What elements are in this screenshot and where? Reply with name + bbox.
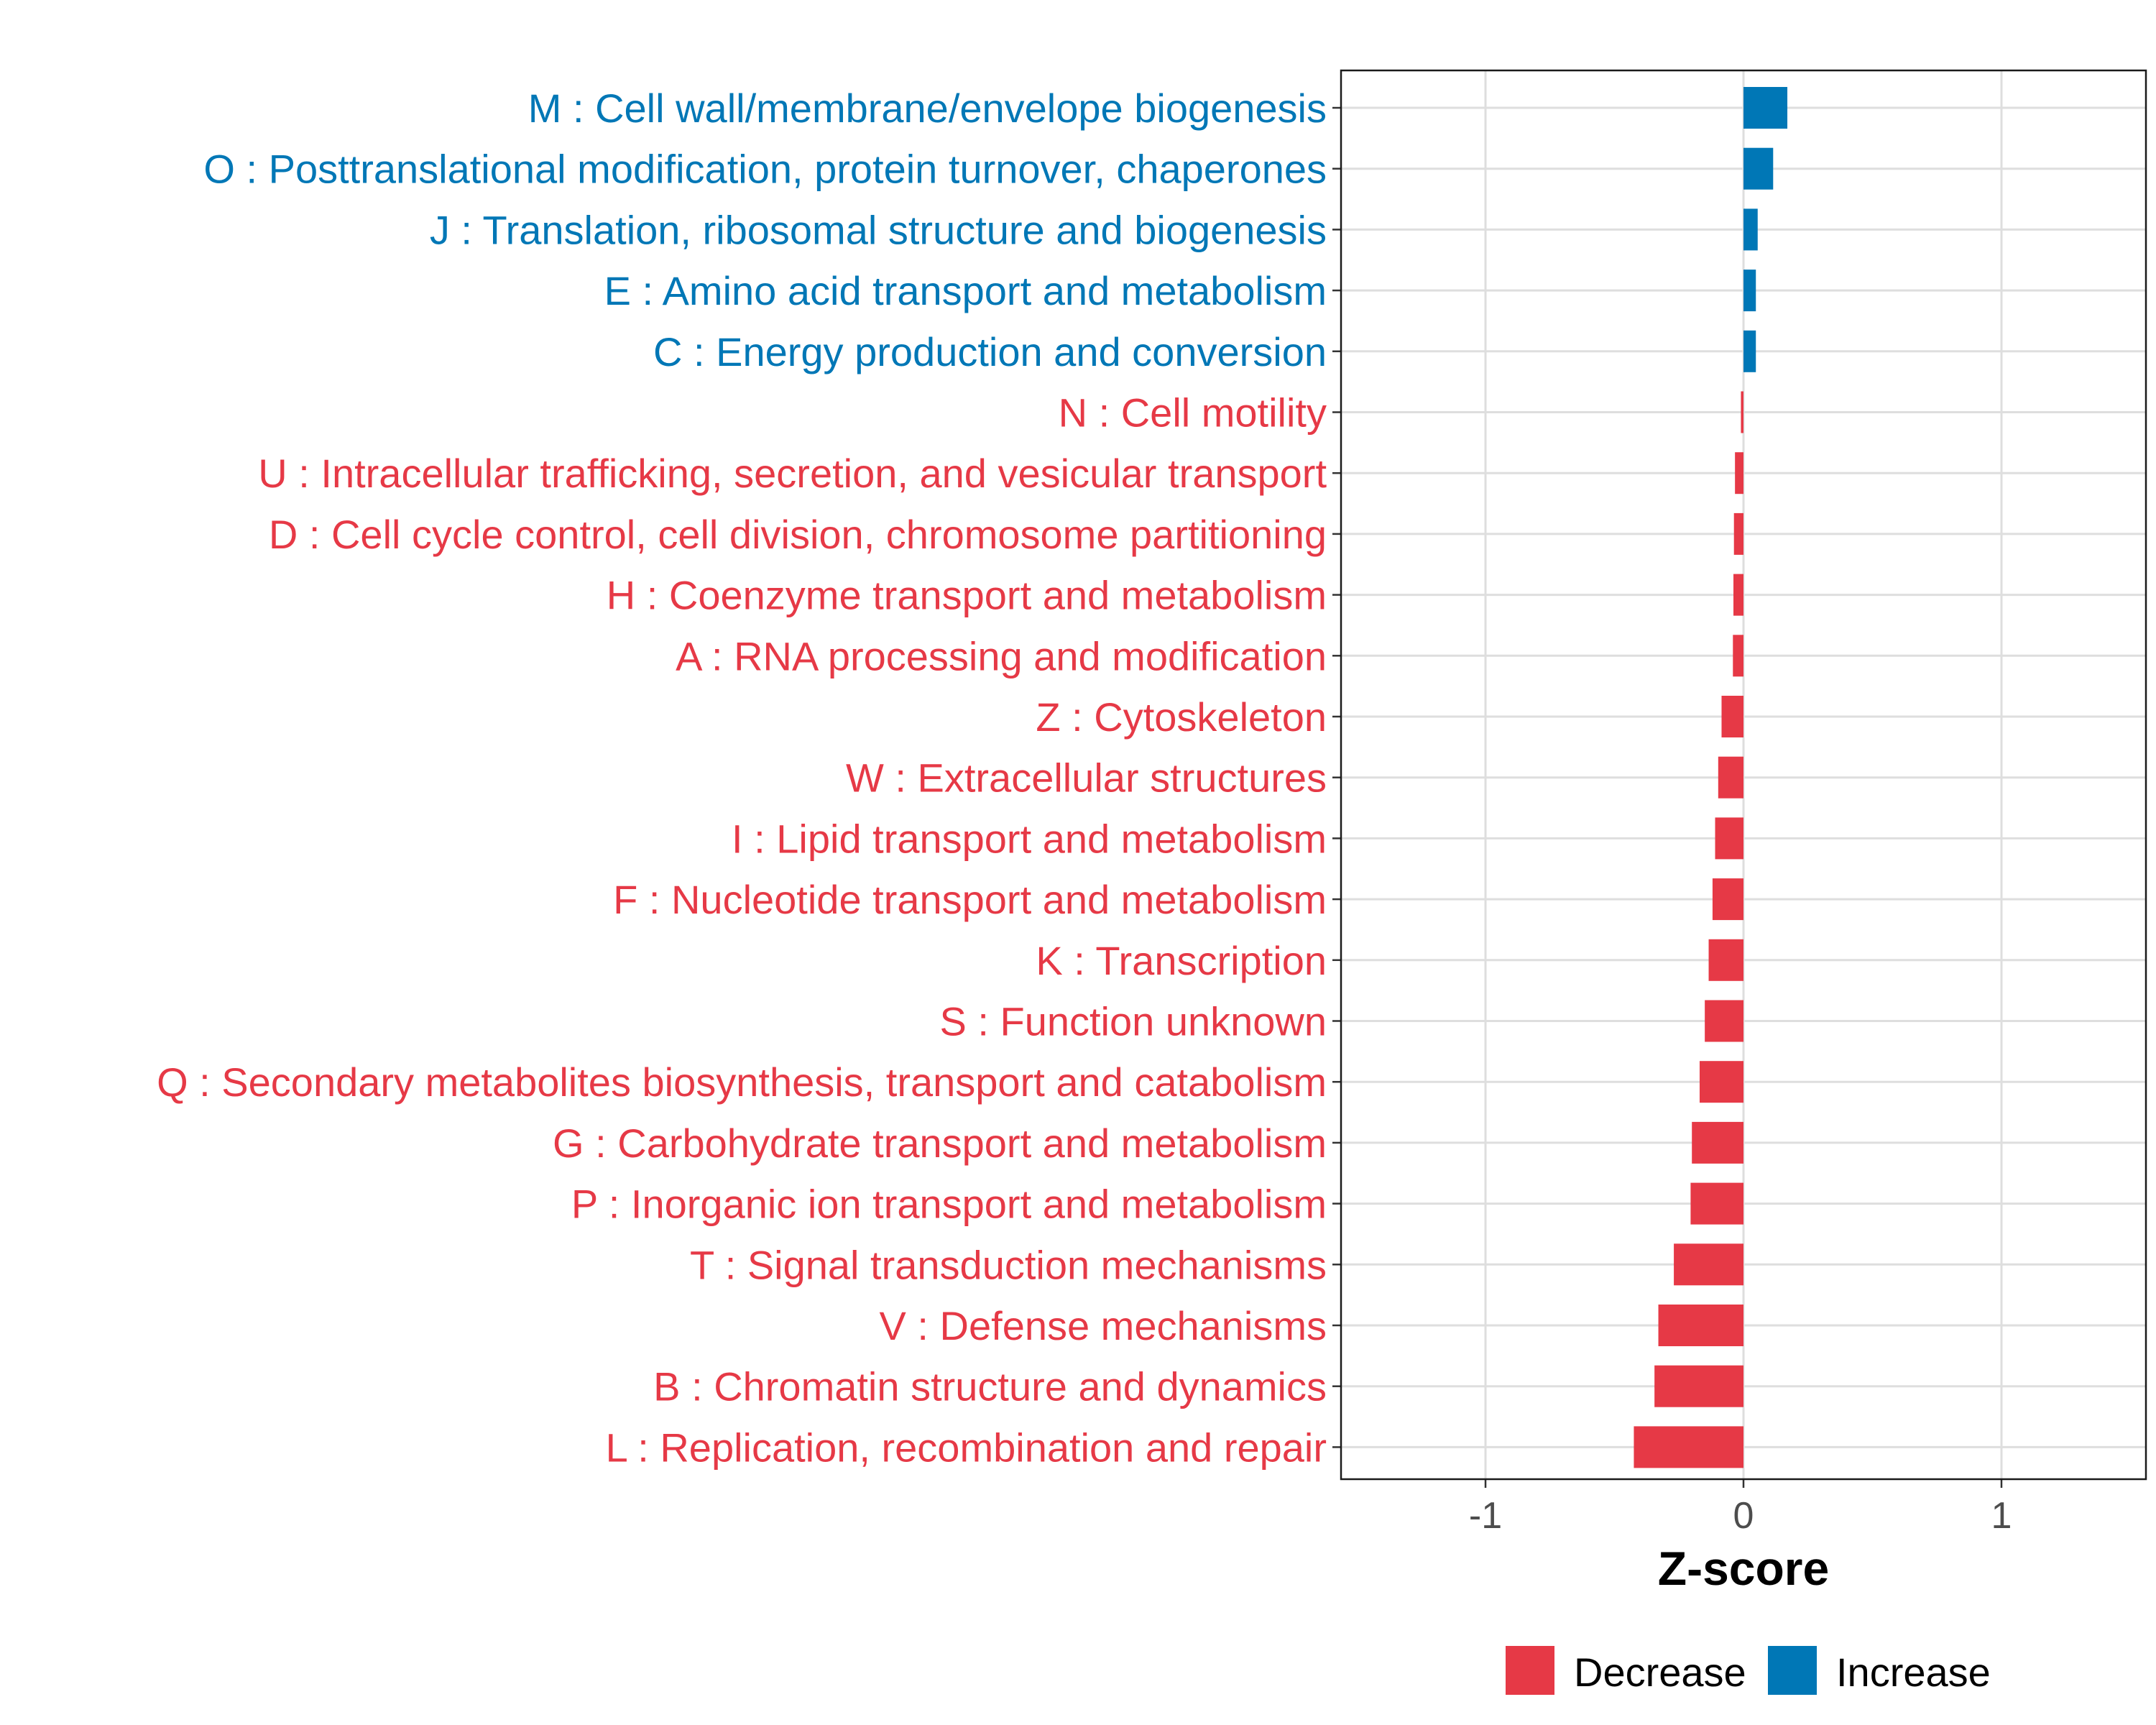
- bar: [1733, 512, 1743, 555]
- bar: [1690, 1182, 1743, 1225]
- category-label: F : Nucleotide transport and metabolism: [613, 877, 1327, 922]
- category-label: M : Cell wall/membrane/envelope biogenes…: [528, 86, 1327, 131]
- category-label: J : Translation, ribosomal structure and…: [430, 207, 1327, 252]
- category-labels: M : Cell wall/membrane/envelope biogenes…: [157, 86, 1327, 1470]
- category-label: P : Inorganic ion transport and metaboli…: [571, 1182, 1327, 1227]
- category-label: O : Posttranslational modification, prot…: [203, 147, 1327, 192]
- bar: [1741, 391, 1743, 433]
- bar: [1712, 878, 1743, 921]
- x-tick-label: -1: [1469, 1495, 1502, 1537]
- category-label: C : Energy production and conversion: [653, 329, 1327, 374]
- bar: [1634, 1426, 1743, 1468]
- legend: Decrease Increase: [1506, 1646, 1991, 1695]
- x-axis-title: Z-score: [1658, 1542, 1829, 1595]
- category-label: B : Chromatin structure and dynamics: [653, 1364, 1327, 1409]
- bar: [1743, 87, 1788, 129]
- category-label: Q : Secondary metabolites biosynthesis, …: [157, 1059, 1327, 1105]
- bars: [1634, 87, 1788, 1468]
- bar: [1718, 756, 1743, 799]
- x-axis: -1 0 1: [1332, 106, 2012, 1537]
- bar: [1692, 1121, 1743, 1164]
- bar: [1743, 208, 1758, 251]
- bar: [1743, 147, 1774, 190]
- category-label: K : Transcription: [1036, 938, 1327, 983]
- category-label: W : Extracellular structures: [846, 755, 1327, 801]
- bar: [1733, 574, 1743, 616]
- bar: [1743, 330, 1756, 372]
- bar: [1658, 1305, 1743, 1346]
- bar: [1721, 696, 1743, 737]
- category-label: V : Defense mechanisms: [880, 1303, 1327, 1348]
- bar: [1715, 817, 1743, 860]
- category-label: D : Cell cycle control, cell division, c…: [269, 512, 1327, 557]
- category-label: I : Lipid transport and metabolism: [732, 816, 1327, 861]
- panel-border: [1340, 69, 2147, 1481]
- bar: [1708, 939, 1743, 981]
- bar: [1699, 1061, 1743, 1103]
- bar: [1735, 452, 1743, 494]
- legend-key-decrease: [1506, 1646, 1554, 1695]
- category-label: U : Intracellular trafficking, secretion…: [258, 451, 1327, 496]
- category-label: A : RNA processing and modification: [676, 633, 1327, 678]
- category-label: L : Replication, recombination and repai…: [606, 1425, 1327, 1470]
- category-label: S : Function unknown: [939, 999, 1327, 1044]
- category-label: Z : Cytoskeleton: [1036, 694, 1327, 740]
- bar: [1705, 1000, 1743, 1042]
- legend-label-decrease: Decrease: [1574, 1650, 1746, 1695]
- legend-label-increase: Increase: [1836, 1650, 1991, 1695]
- category-label: H : Coenzyme transport and metabolism: [607, 573, 1327, 618]
- category-label: G : Carbohydrate transport and metabolis…: [553, 1121, 1327, 1166]
- bar: [1733, 635, 1743, 677]
- bar: [1674, 1243, 1743, 1286]
- category-label: E : Amino acid transport and metabolism: [604, 268, 1327, 313]
- category-label: T : Signal transduction mechanisms: [690, 1242, 1327, 1287]
- category-label: N : Cell motility: [1059, 390, 1327, 436]
- x-tick-label: 1: [1991, 1495, 2012, 1537]
- bar: [1743, 270, 1756, 312]
- legend-key-increase: [1768, 1646, 1817, 1695]
- bar: [1654, 1365, 1743, 1407]
- x-tick-label: 0: [1733, 1495, 1754, 1537]
